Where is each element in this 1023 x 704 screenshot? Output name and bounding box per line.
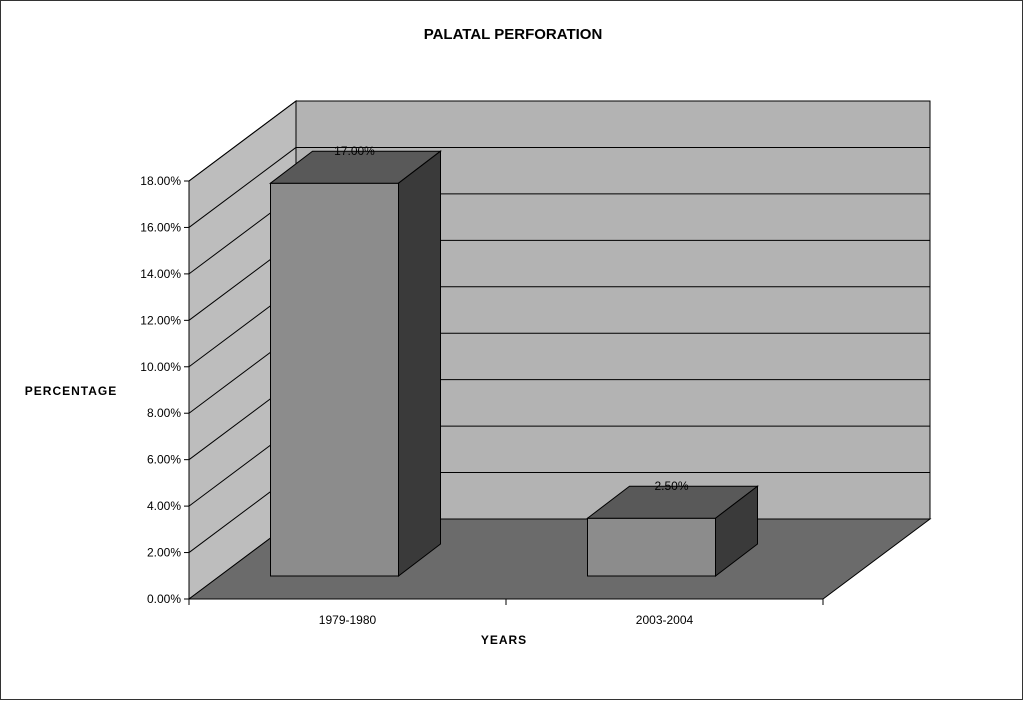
data-label: 2.50% [654,479,688,493]
x-tick-label: 2003-2004 [636,613,694,627]
bar-side [398,150,441,578]
gridline-side [188,147,297,228]
y-tick-label: 12.00% [140,313,181,327]
y-tick-label: 2.00% [147,546,181,560]
data-label: 17.00% [334,144,375,158]
y-tick-label: 10.00% [140,360,181,374]
gridline-side [188,100,297,182]
bar-front [270,182,399,577]
y-tick-label: 6.00% [147,453,181,467]
y-tick-label: 0.00% [147,592,181,606]
y-tick-label: 16.00% [140,220,181,234]
y-tick-label: 14.00% [140,267,181,281]
chart-title: PALATAL PERFORATION [424,26,603,43]
y-tick-label: 8.00% [147,406,181,420]
x-tick-label: 1979-1980 [319,613,377,627]
y-tick-label: 4.00% [147,499,181,513]
y-axis-title: PERCENTAGE [25,384,117,398]
bar-side [715,485,758,578]
plot-area: 0.00% 2.00% 4.00% 6.00% 8.00% 10.00% 12.00% 14.… [140,100,932,627]
y-tick-label: 18.00% [140,174,181,188]
bar-front [587,517,716,577]
x-axis-title: YEARS [481,633,527,647]
